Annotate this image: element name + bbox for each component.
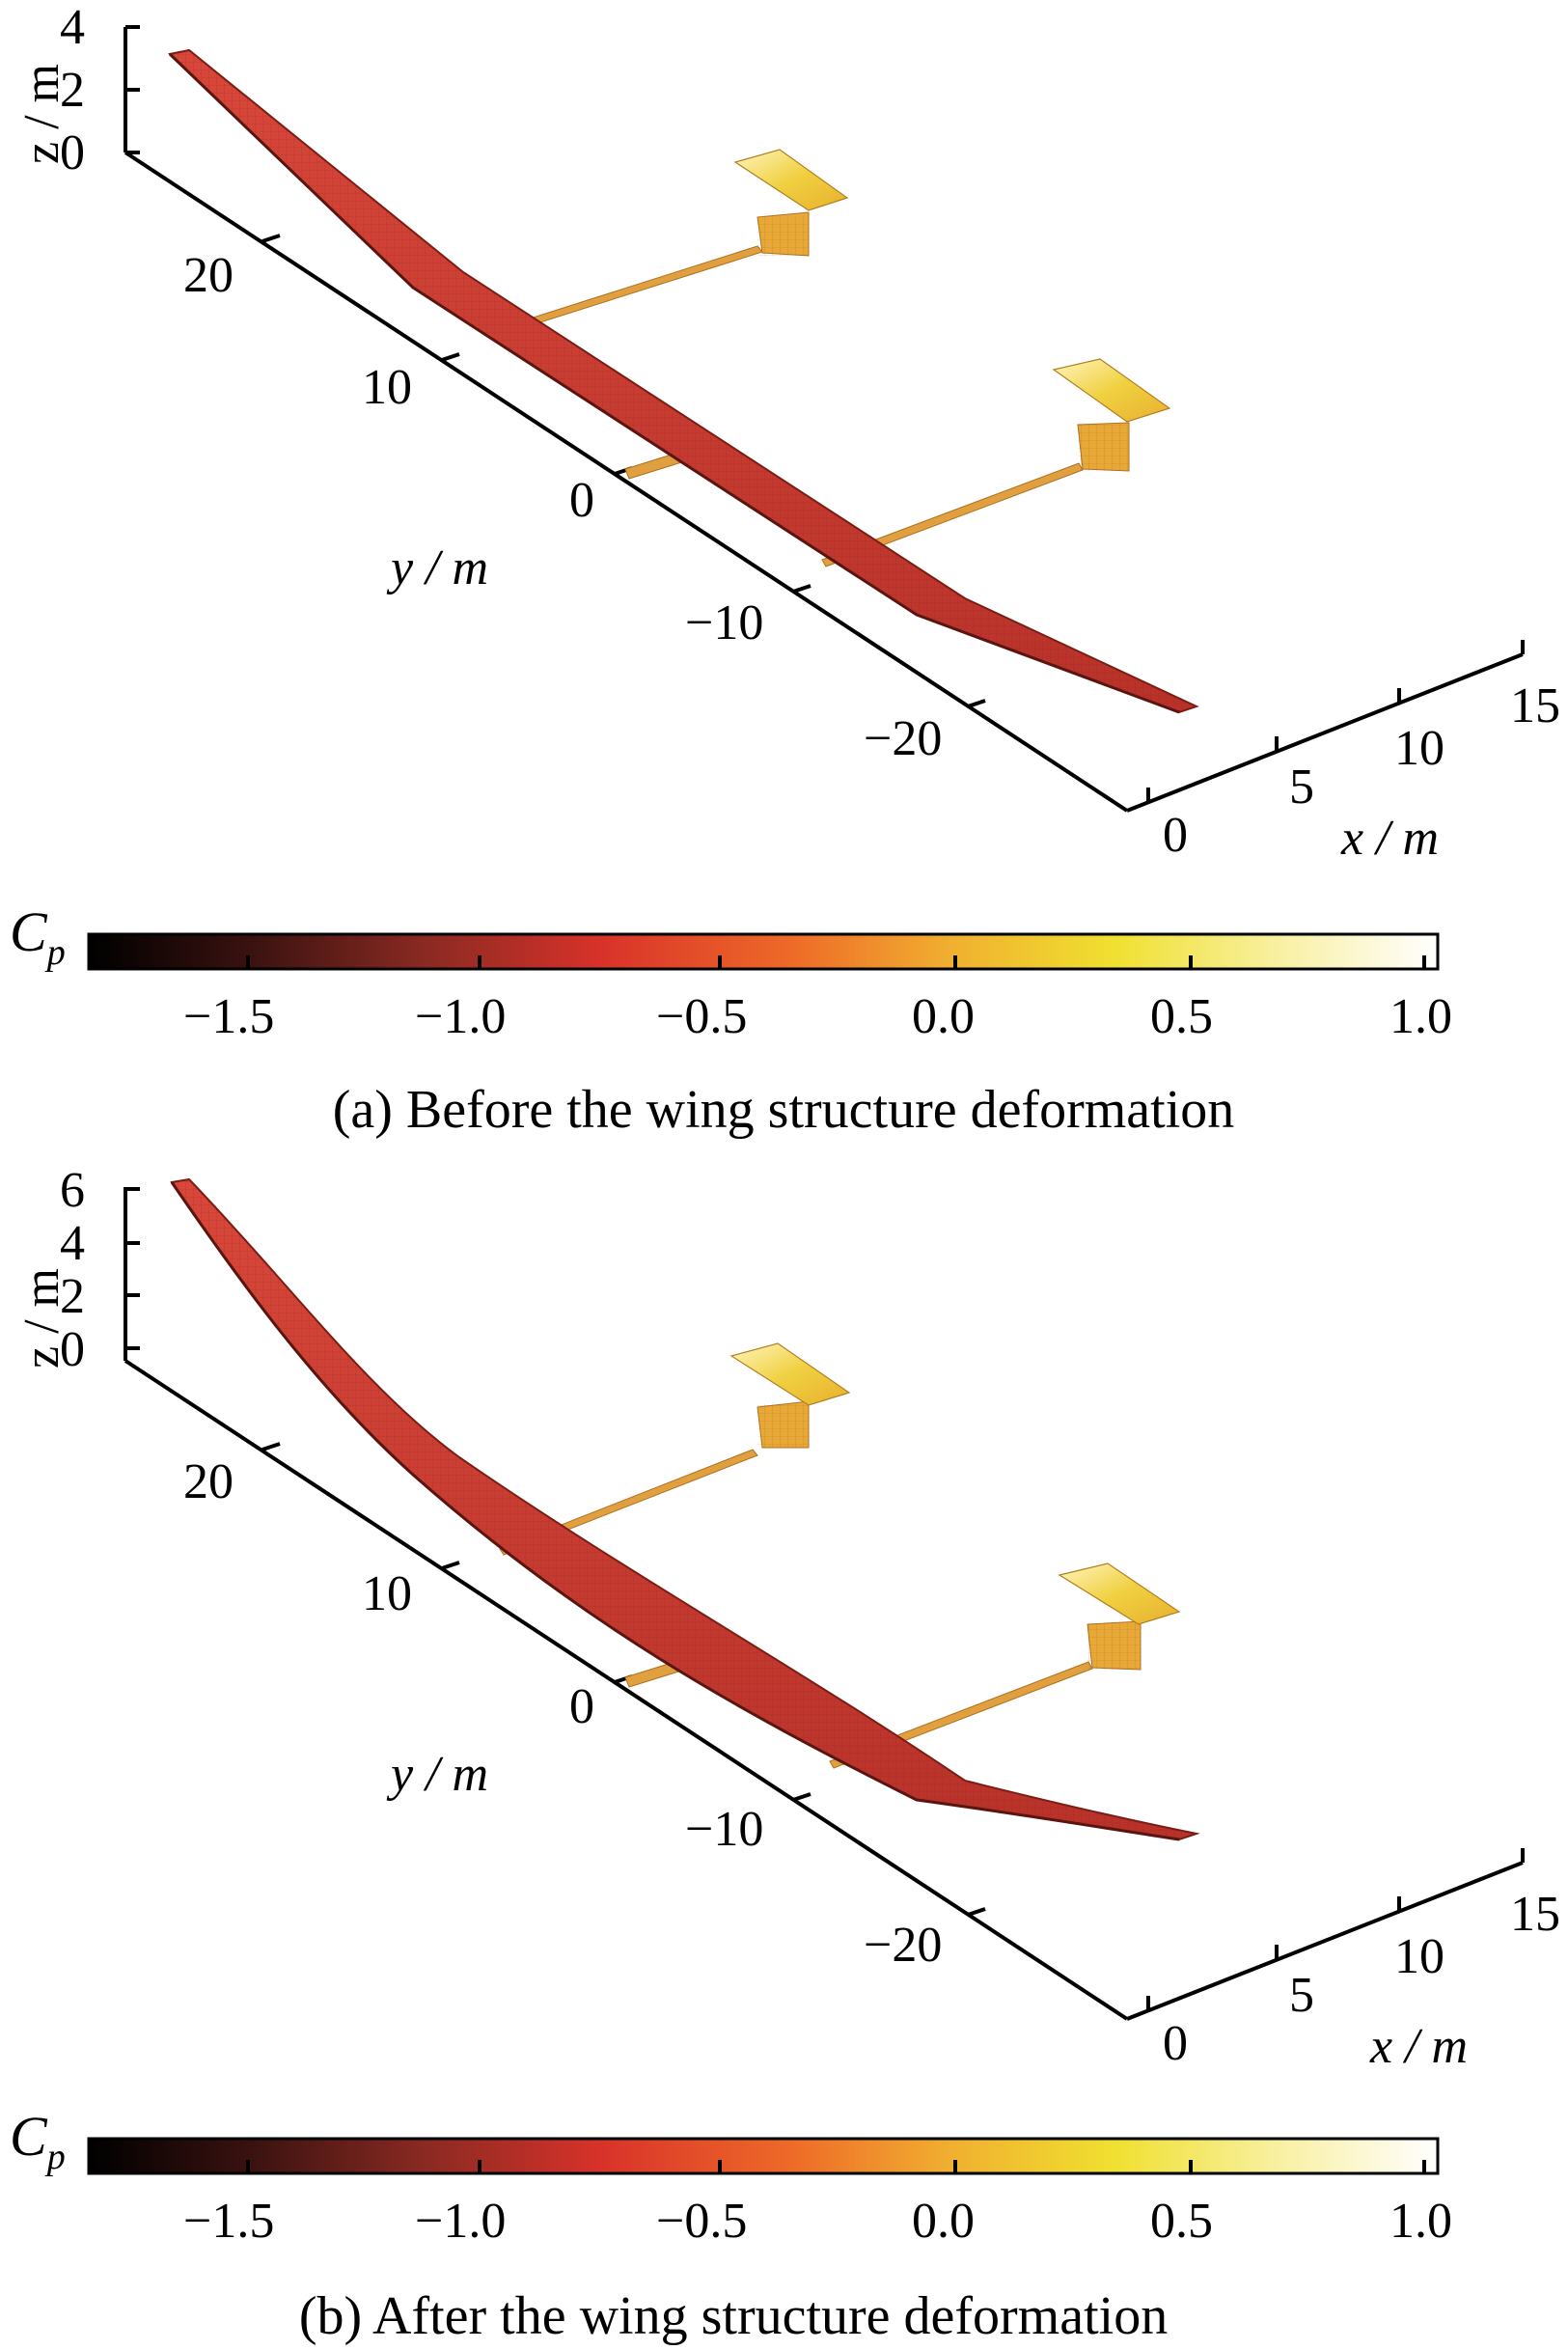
caption-b: (b) After the wing structure deformation	[299, 2286, 1168, 2346]
x-tick-label: 10	[1394, 721, 1444, 776]
colorbar-label: Cp	[10, 900, 66, 973]
horizontal-tail	[729, 1342, 851, 1406]
x-tick-label: 5	[1289, 760, 1314, 815]
panel-a-axes	[124, 25, 1525, 813]
colorbar-tick: −0.5	[656, 989, 747, 1044]
x-axis-label: x / m	[1369, 2019, 1468, 2074]
z-tick-label: 0	[60, 125, 85, 180]
z-axis-label: z / m	[14, 64, 69, 164]
y-tick-label: −10	[685, 1802, 763, 1857]
horizontal-tail	[1052, 358, 1171, 423]
y-tick-label: 10	[362, 1566, 412, 1621]
z-tick-label: 2	[60, 1269, 85, 1324]
colorbar-tick: 0.0	[912, 989, 975, 1044]
horizontal-tail	[733, 149, 849, 211]
colorbar-gradient	[87, 932, 1440, 971]
z-tick-label: 0	[60, 1322, 85, 1377]
x-tick-label: 5	[1289, 1968, 1314, 2023]
panel-b: 6 4 2 0 z / m 20 10 0 −10 −20 y / m 0 5 …	[10, 1163, 1560, 2346]
panel-a: 4 2 0 z / m 20 10 0 −10 −20 y / m 0 5 10…	[10, 0, 1560, 1140]
colorbar-label: Cp	[10, 2105, 66, 2177]
y-tick-label: 0	[569, 473, 594, 528]
aircraft-model	[170, 1177, 1200, 1841]
colorbar-b	[87, 2137, 1440, 2175]
horizontal-tail	[1058, 1562, 1181, 1625]
colorbar-tick: −1.5	[183, 989, 274, 1044]
colorbar-tick: 1.0	[1389, 989, 1452, 1044]
y-tick-label: 20	[183, 1454, 234, 1509]
caption-a: (a) Before the wing structure deformatio…	[333, 1080, 1235, 1140]
aircraft-model	[167, 48, 1199, 714]
y-tick-label: 20	[183, 248, 234, 303]
y-tick-label: −10	[685, 595, 763, 650]
colorbar-tick: −1.0	[415, 2194, 506, 2249]
y-tick-label: 10	[362, 360, 412, 415]
main-wing	[167, 48, 1199, 714]
colorbar-tick: 0.0	[912, 2194, 975, 2249]
y-tick-label: −20	[864, 711, 942, 766]
x-tick-label: 15	[1510, 1887, 1560, 1942]
x-tick-label: 15	[1510, 678, 1560, 733]
x-tick-label: 0	[1163, 808, 1188, 863]
main-wing	[170, 1177, 1200, 1841]
z-tick-label: 6	[60, 1163, 85, 1218]
x-axis-label: x / m	[1340, 811, 1439, 866]
colorbar-tick: −1.5	[183, 2194, 274, 2249]
colorbar-tick: 0.5	[1150, 989, 1213, 1044]
colorbar-tick: −0.5	[656, 2194, 747, 2249]
colorbar-tick: −1.0	[415, 989, 506, 1044]
x-tick-label: 10	[1394, 1929, 1444, 1984]
y-axis-label: y / m	[386, 540, 488, 595]
panel-b-axes	[124, 1187, 1525, 2021]
y-axis-label: y / m	[386, 1747, 488, 1802]
x-tick-label: 0	[1163, 2016, 1188, 2071]
z-tick-label: 2	[60, 63, 85, 118]
colorbar-gradient	[87, 2137, 1440, 2175]
y-tick-label: 0	[569, 1679, 594, 1734]
z-axis-label: z / m	[14, 1268, 69, 1369]
z-tick-label: 4	[60, 0, 85, 55]
z-tick-label: 4	[60, 1216, 85, 1271]
colorbar-tick: 0.5	[1150, 2194, 1213, 2249]
colorbar-tick: 1.0	[1389, 2194, 1452, 2249]
y-tick-label: −20	[864, 1918, 942, 1973]
colorbar-a	[87, 932, 1440, 971]
